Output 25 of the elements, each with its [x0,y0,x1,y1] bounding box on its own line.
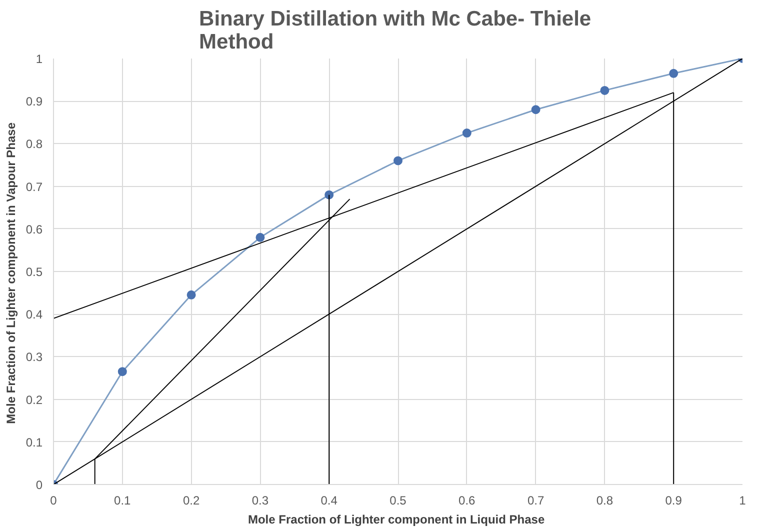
y-tick-label: 0.5 [26,265,43,279]
y-tick-label: 0.4 [26,308,43,322]
x-tick-label: 0.1 [114,494,132,508]
y-tick-label: 0.6 [26,222,43,236]
x-tick-label: 0.4 [320,494,338,508]
x-axis-title: Mole Fraction of Lighter component in Liquid Phase [248,512,545,526]
x-tick-label: 0.2 [182,494,200,508]
y-tick-label: 0.9 [26,94,43,109]
y-tick-label: 0 [36,478,43,492]
x-tick-label: 1 [739,494,746,508]
y-tick-label: 0.8 [26,137,43,152]
y-tick-label: 0.7 [26,180,43,194]
y-tick-label: 0.2 [26,392,43,407]
x-tick-label: 0.9 [665,494,682,508]
y-tick-label: 0.3 [26,350,43,364]
x-tick-label: 0 [50,494,58,508]
y-tick-label: 1 [36,52,43,66]
x-tick-label: 0.8 [596,494,614,508]
y-axis-title: Mole Fraction of Lighter component in Vapour Phase [4,122,18,424]
chart-title: Binary Distillation with Mc Cabe- Thiele Method [199,8,592,54]
x-tick-label: 0.6 [458,494,476,508]
y-tick-label: 0.1 [26,435,43,450]
x-tick-label: 0.5 [390,494,407,508]
x-tick-label: 0.3 [252,494,269,508]
x-tick-label: 0.7 [527,494,544,508]
